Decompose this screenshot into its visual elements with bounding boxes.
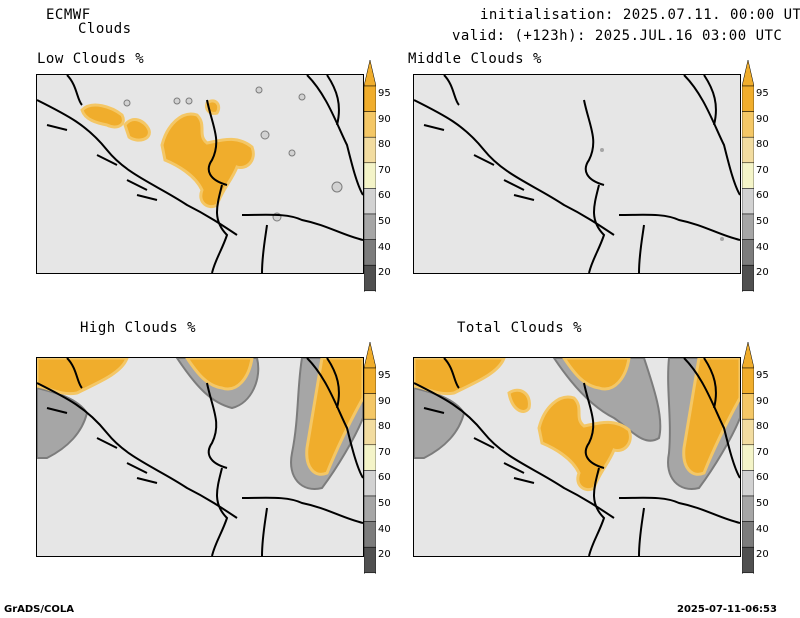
colorbar-label: 50 <box>378 216 391 227</box>
colorbar-swatch <box>364 418 376 446</box>
colorbar-swatch <box>364 444 376 471</box>
colorbar-swatch <box>742 136 754 164</box>
colorbar-swatch <box>364 264 376 292</box>
colorbar-swatch <box>364 85 376 112</box>
colorbar-label: 90 <box>756 113 769 125</box>
colorbar-swatch <box>364 470 376 497</box>
colorbar-swatch <box>742 239 754 266</box>
colorbar-label: 40 <box>378 241 391 253</box>
colorbar-label: 90 <box>378 113 391 125</box>
colorbar-label: 20 <box>378 549 391 561</box>
colorbar-label: 60 <box>378 190 391 202</box>
map-total-clouds <box>413 357 741 557</box>
colorbar-swatch <box>742 188 754 215</box>
panel-title-low: Low Clouds % <box>37 51 145 67</box>
colorbar-swatch <box>364 521 376 548</box>
colorbar-swatch <box>364 393 376 420</box>
panel-title-high: High Clouds % <box>80 320 197 336</box>
colorbar-label: 40 <box>378 523 391 535</box>
init-time: initialisation: 2025.07.11. 00:00 UTC <box>480 7 800 23</box>
map-low-clouds <box>36 74 364 274</box>
product-name: Clouds <box>78 21 132 37</box>
colorbar-label: 60 <box>378 472 391 484</box>
colorbar-label: 80 <box>756 139 769 151</box>
colorbar-swatch <box>364 111 376 138</box>
model-name: ECMWF <box>46 7 91 23</box>
colorbar-label: 80 <box>378 139 391 151</box>
colorbar-swatch <box>364 188 376 215</box>
map-middle-clouds <box>413 74 741 274</box>
colorbar-top-arrow <box>742 60 754 87</box>
colorbar-label: 40 <box>756 241 769 253</box>
colorbar-label: 95 <box>756 370 769 381</box>
colorbar-swatch <box>742 213 754 240</box>
colorbar-swatch <box>742 393 754 420</box>
colorbar-swatch <box>742 444 754 471</box>
colorbar-swatch <box>742 418 754 446</box>
colorbar-label: 40 <box>756 523 769 535</box>
colorbar-label: 20 <box>378 267 391 279</box>
colorbar-swatch <box>364 546 376 574</box>
colorbar-top-arrow <box>742 342 754 369</box>
colorbar-swatch <box>742 264 754 292</box>
colorbar-label: 50 <box>756 498 769 509</box>
colorbar-label: 60 <box>756 472 769 484</box>
colorbar-label: 70 <box>378 446 391 458</box>
colorbar-label: 90 <box>378 395 391 407</box>
colorbar-label: 90 <box>756 395 769 407</box>
colorbar-swatches <box>364 342 376 574</box>
colorbar-label: 60 <box>756 190 769 202</box>
colorbar-swatch <box>364 162 376 189</box>
colorbar-top-arrow <box>364 342 376 369</box>
colorbar-label: 95 <box>756 88 769 99</box>
colorbar-label: 95 <box>378 88 391 99</box>
colorbar-swatches <box>364 60 376 292</box>
footer-timestamp: 2025-07-11-06:53 <box>677 604 777 615</box>
colorbar-swatch <box>742 85 754 112</box>
colorbar-swatch <box>364 495 376 522</box>
colorbar-bottom-arrow <box>742 290 754 292</box>
colorbar-label: 80 <box>756 421 769 433</box>
valid-time: valid: (+123h): 2025.JUL.16 03:00 UTC <box>452 28 783 44</box>
colorbar-label: 95 <box>378 370 391 381</box>
panel-title-total: Total Clouds % <box>457 320 583 336</box>
colorbar-swatch <box>742 546 754 574</box>
colorbar-label: 20 <box>756 549 769 561</box>
colorbar-label: 50 <box>378 498 391 509</box>
colorbar-bottom-arrow <box>364 290 376 292</box>
colorbar-swatch <box>742 367 754 394</box>
colorbar-label: 70 <box>756 164 769 176</box>
colorbar-top-arrow <box>364 60 376 87</box>
colorbar-bottom-arrow <box>364 572 376 574</box>
map-high-clouds <box>36 357 364 557</box>
colorbar-swatch <box>364 367 376 394</box>
colorbar-swatch <box>364 213 376 240</box>
colorbar-label: 70 <box>756 446 769 458</box>
colorbar-swatch <box>364 239 376 266</box>
colorbar-swatch <box>742 470 754 497</box>
colorbar-swatch <box>742 521 754 548</box>
colorbar-bottom-arrow <box>742 572 754 574</box>
colorbar-swatch <box>742 495 754 522</box>
colorbar-swatches <box>742 342 754 574</box>
colorbar-swatches <box>742 60 754 292</box>
colorbar-swatch <box>742 162 754 189</box>
footer-credit: GrADS/COLA <box>4 604 74 615</box>
colorbar-label: 70 <box>378 164 391 176</box>
colorbar-swatch <box>364 136 376 164</box>
colorbar-swatch <box>742 111 754 138</box>
colorbar-label: 20 <box>756 267 769 279</box>
panel-title-middle: Middle Clouds % <box>408 51 542 67</box>
colorbar-label: 50 <box>756 216 769 227</box>
colorbar-label: 80 <box>378 421 391 433</box>
